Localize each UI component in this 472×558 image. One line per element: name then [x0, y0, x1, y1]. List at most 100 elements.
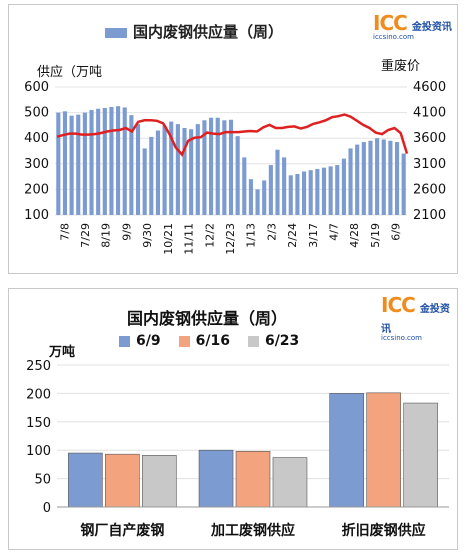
x-tick-label: 2/3	[265, 223, 278, 241]
supply-bar	[262, 180, 267, 215]
y2-tick-label: 2600	[413, 182, 446, 197]
bar-6-16	[235, 451, 271, 508]
top-chart-title: 国内废钢供应量（周）	[133, 23, 284, 41]
supply-bar	[341, 158, 346, 215]
y2-tick-label: 2100	[413, 208, 446, 223]
top-chart-svg: 100 200 300 400 500 600 2100 2600 3100 3600 4100 46…	[24, 80, 446, 255]
category-label: 加工废钢供应	[210, 522, 295, 539]
supply-bar	[142, 148, 147, 215]
y-tick-label: 600	[24, 80, 49, 95]
bar-6-9	[198, 449, 234, 508]
bar-6-23	[142, 455, 177, 508]
logo: ICC 金投资讯 iccsino.com	[373, 11, 452, 41]
y-tick-label: 250	[26, 359, 51, 374]
y-tick-label: 100	[24, 208, 49, 223]
supply-bar	[195, 124, 200, 215]
supply-bar	[355, 144, 360, 215]
logo-bottom: ICC 金投资讯 iccsino.com	[381, 293, 457, 342]
x-tick-label: 2/24	[286, 223, 299, 248]
legend-swatch-supply	[105, 27, 127, 38]
supply-bar	[76, 114, 81, 215]
supply-bar	[62, 111, 68, 215]
logo-cn: 金投资讯	[381, 304, 450, 335]
supply-bar	[401, 153, 406, 215]
x-tick-label: 3/17	[307, 223, 320, 248]
supply-bar	[122, 107, 127, 215]
x-tick-label: 6/9	[390, 223, 403, 241]
y-tick-label: 300	[24, 157, 49, 172]
x-tick-label: 9/30	[141, 223, 154, 248]
supply-bar	[375, 138, 380, 215]
y-tick-label: 150	[26, 416, 51, 431]
supply-bar	[275, 149, 280, 215]
x-tick-label: 1/13	[245, 223, 258, 248]
y-tick-label: 50	[34, 473, 51, 488]
x-tick-label: 4/7	[327, 223, 340, 241]
top-right-axis-title: 重废价	[381, 59, 421, 74]
y2-tick-label: 3100	[413, 157, 446, 172]
bar-6-23	[272, 457, 308, 508]
supply-bar	[381, 139, 386, 215]
bottom-chart-legend: 6/9 6/16 6/23	[119, 333, 299, 349]
y-tick-label: 400	[24, 131, 49, 146]
price-line	[56, 113, 409, 157]
y-tick-label: 200	[26, 387, 51, 402]
bottom-chart-svg: 0 50 100 150 200 250 钢厂自产废钢 加工废钢供应 折旧废钢供应	[26, 359, 449, 539]
x-tick-label: 7/29	[79, 223, 92, 248]
top-left-axis-title: 供应（万吨	[37, 65, 103, 80]
bottom-chart-panel: 国内废钢供应量（周） ICC 金投资讯 iccsino.com 6/9 6/16…	[8, 288, 458, 550]
supply-bar	[215, 117, 220, 215]
y-tick-label: 500	[24, 106, 49, 121]
logo-cn: 金投资讯	[411, 22, 452, 33]
supply-bar	[222, 120, 227, 215]
category-label: 折旧废钢供应	[342, 522, 426, 539]
supply-bar	[248, 179, 253, 215]
supply-bar	[394, 142, 400, 215]
supply-bar	[308, 170, 313, 215]
bar-6-9	[329, 393, 364, 508]
supply-bar	[102, 107, 107, 215]
x-tick-label: 4/28	[348, 223, 361, 248]
supply-bar	[268, 165, 273, 215]
y2-tick-label: 3600	[413, 131, 446, 146]
supply-bar	[129, 115, 134, 215]
supply-bar	[202, 120, 207, 215]
y2-tick-label: 4100	[413, 106, 446, 121]
supply-bar	[89, 110, 94, 215]
logo-url: iccsino.com	[381, 334, 423, 342]
bar-6-16	[366, 392, 401, 508]
supply-bar	[368, 140, 373, 215]
top-chart-panel: 国内废钢供应量（周） 供应（万吨 重废价 ICC 金投资讯 iccsino.co…	[8, 4, 458, 274]
bar-6-23	[403, 402, 438, 508]
supply-bar	[228, 119, 234, 215]
supply-bar	[155, 130, 161, 215]
supply-bar	[301, 171, 307, 215]
supply-bar	[335, 165, 340, 215]
y-tick-label: 0	[43, 501, 51, 516]
top-chart-legend: 国内废钢供应量（周）	[105, 21, 283, 42]
supply-bar	[162, 125, 167, 215]
x-tick-label: 8/19	[100, 223, 113, 248]
x-tick-label: 9/9	[120, 223, 133, 241]
supply-bar	[56, 112, 61, 215]
supply-bar	[116, 106, 121, 215]
supply-bar	[182, 127, 187, 215]
supply-bar	[96, 108, 101, 215]
supply-bar	[388, 140, 393, 215]
supply-bar	[175, 124, 180, 215]
x-tick-label: 12/2	[203, 223, 216, 248]
supply-bar	[169, 121, 174, 215]
supply-bar	[242, 157, 247, 215]
supply-bar	[288, 175, 293, 215]
x-tick-label: 11/11	[183, 223, 196, 255]
supply-bar	[282, 157, 287, 215]
supply-bar	[315, 168, 320, 215]
supply-bar	[235, 136, 240, 215]
supply-bar	[82, 112, 87, 215]
supply-bar	[348, 148, 353, 215]
x-tick-label: 7/8	[58, 223, 71, 241]
logo-mark: ICC	[381, 293, 416, 317]
supply-bar	[135, 124, 141, 215]
y-tick-label: 200	[24, 182, 49, 197]
logo-mark: ICC	[373, 11, 408, 35]
